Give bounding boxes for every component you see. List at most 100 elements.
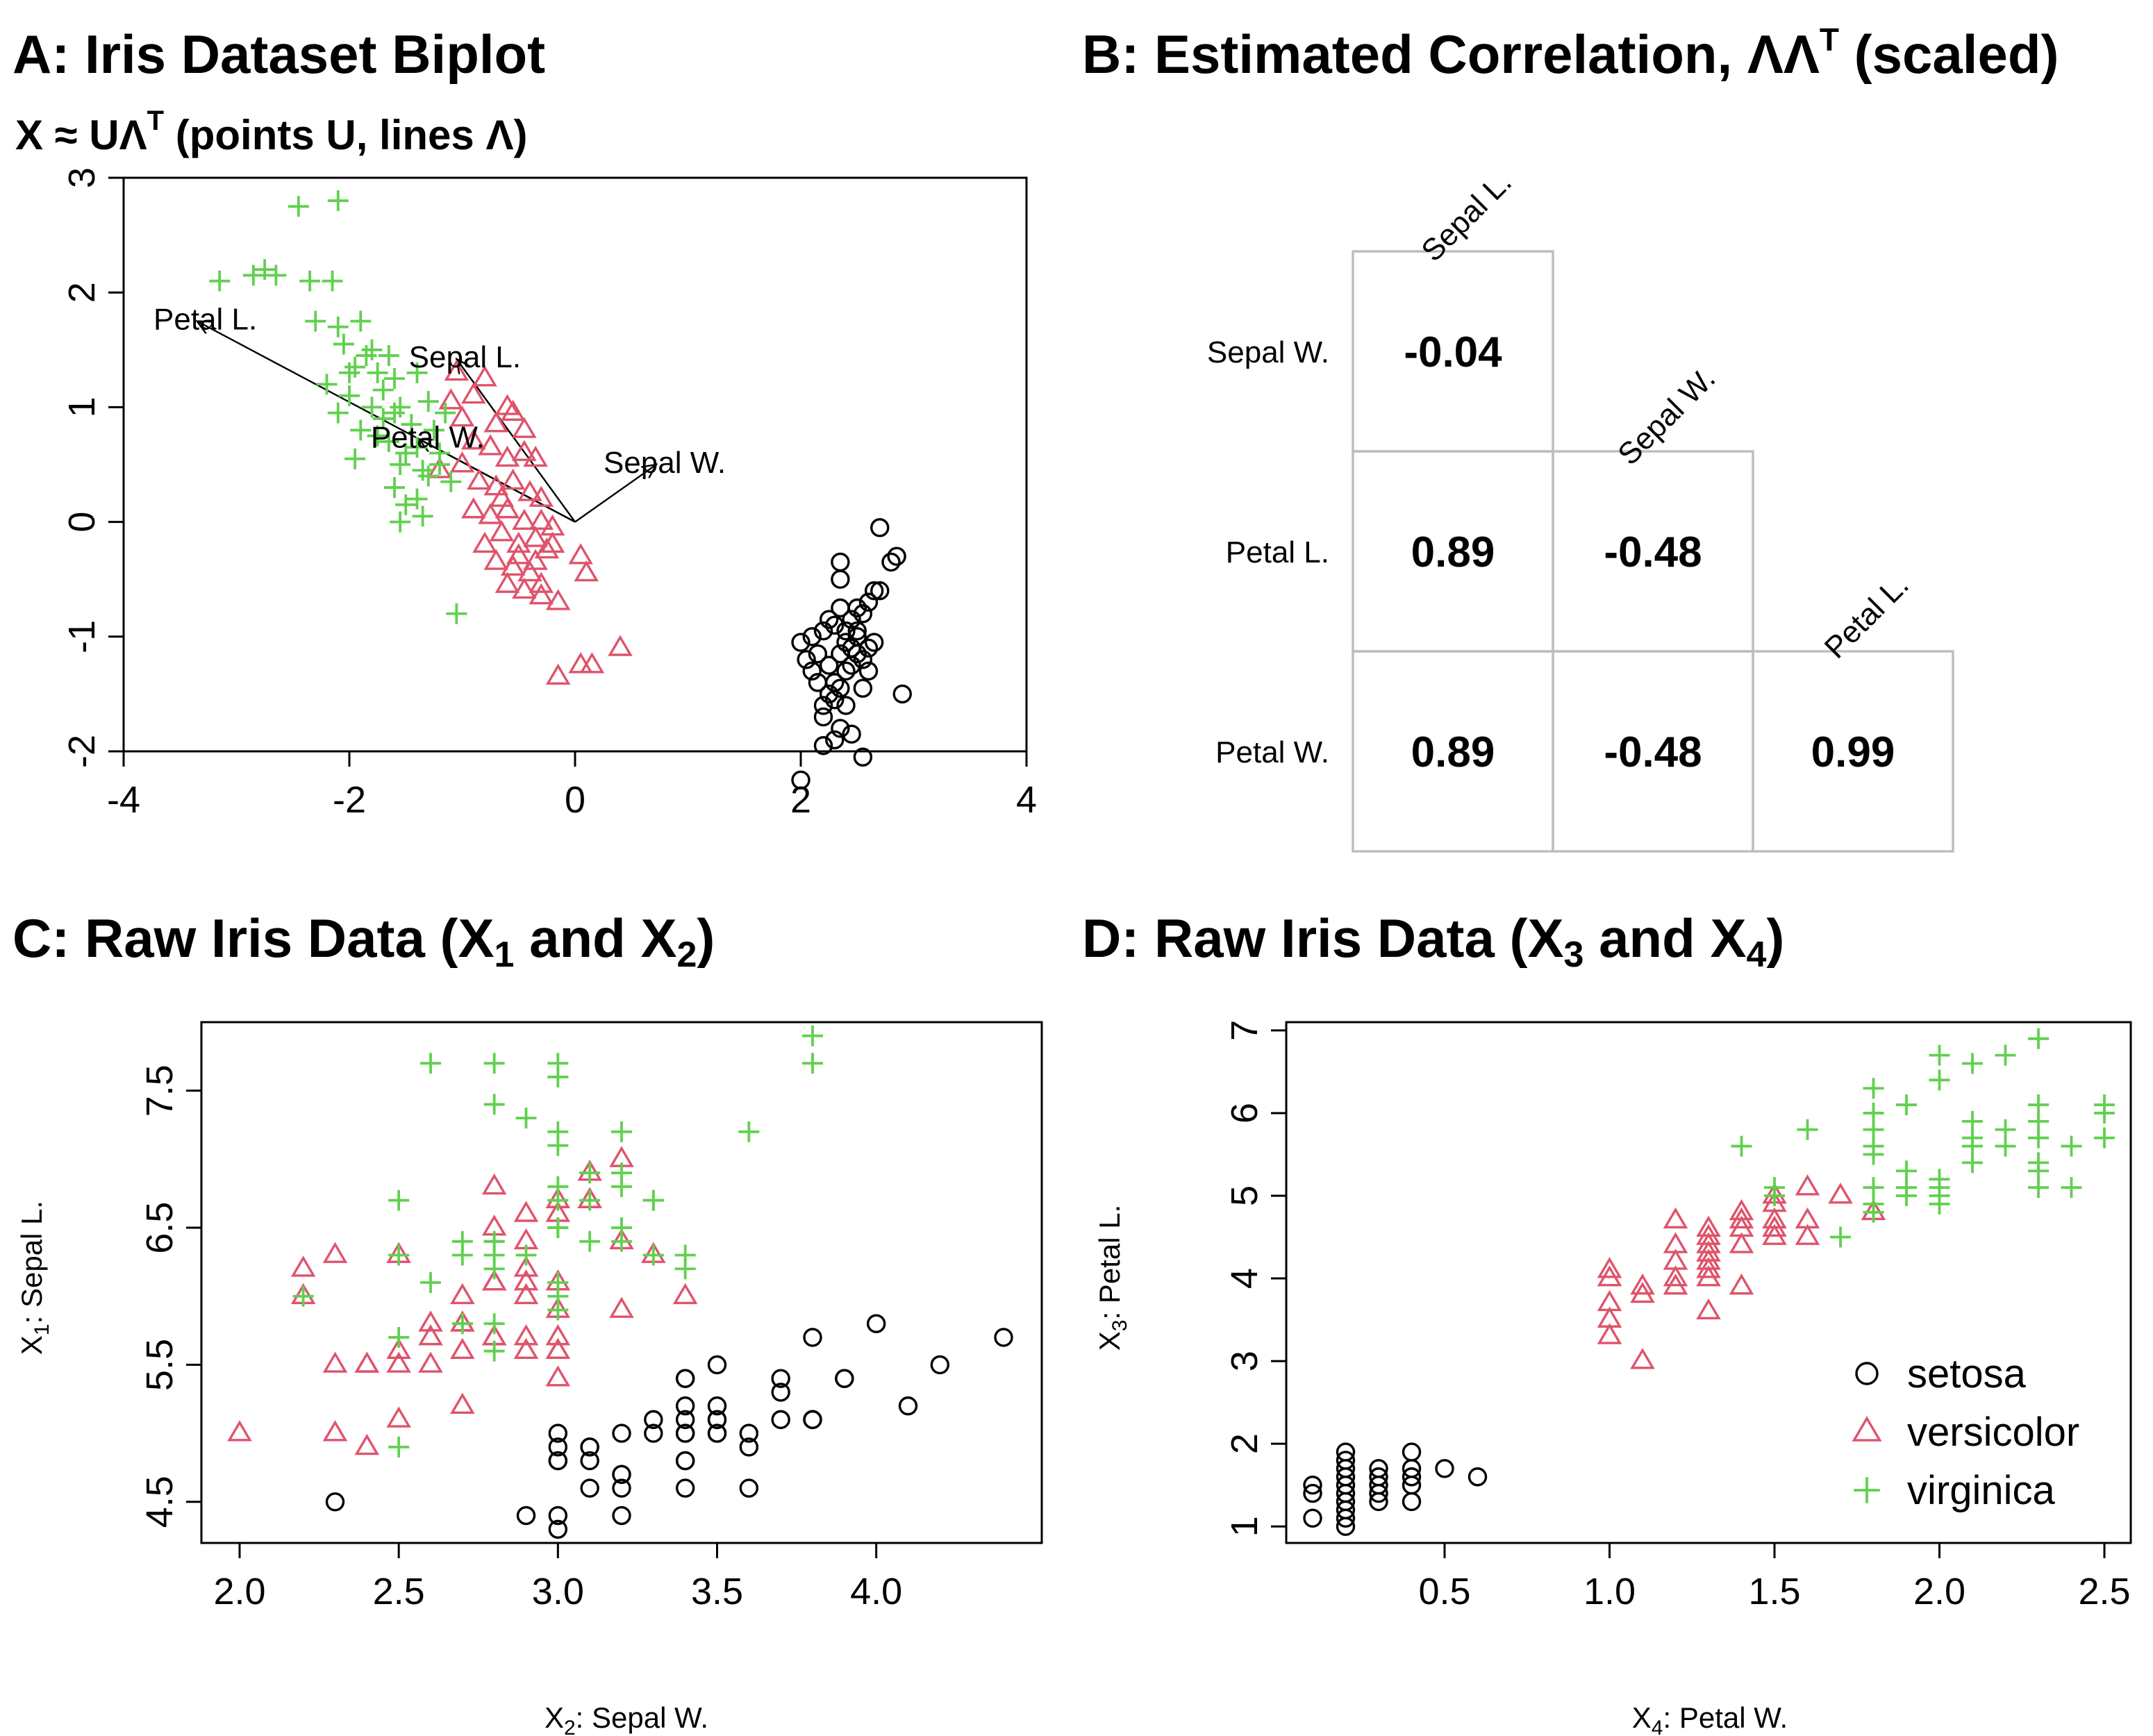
data-point bbox=[545, 1324, 571, 1346]
data-point bbox=[500, 554, 526, 576]
data-point bbox=[831, 678, 850, 698]
data-point bbox=[548, 1505, 568, 1526]
data-point bbox=[356, 345, 377, 367]
legend-label: virginica bbox=[1907, 1468, 2055, 1513]
data-point bbox=[1929, 1044, 1950, 1066]
data-point bbox=[1795, 1207, 1820, 1229]
panel-b-title: B: Estimated Correlation, ΛΛT (scaled) bbox=[1082, 22, 2059, 85]
data-point bbox=[836, 661, 856, 681]
data-point bbox=[1303, 1508, 1322, 1528]
data-point bbox=[316, 374, 338, 395]
data-point bbox=[1336, 1451, 1356, 1470]
data-point bbox=[512, 440, 537, 461]
data-point bbox=[327, 190, 349, 212]
data-point bbox=[333, 333, 354, 355]
data-point bbox=[1797, 1119, 1818, 1140]
data-point bbox=[412, 460, 433, 481]
data-point bbox=[642, 1244, 664, 1266]
panel-a-title: A: Iris Dataset Biplot bbox=[13, 24, 545, 85]
data-point bbox=[327, 402, 349, 424]
data-point bbox=[611, 1121, 632, 1142]
x-tick-label: 3.5 bbox=[691, 1571, 743, 1612]
data-point bbox=[483, 411, 509, 433]
data-point bbox=[580, 1478, 599, 1498]
data-point bbox=[831, 719, 850, 738]
panel-b-title-sup: T bbox=[1820, 22, 1839, 58]
panel-c-title: C: Raw Iris Data (X1 and X2) bbox=[13, 908, 715, 975]
data-point bbox=[1402, 1467, 1422, 1487]
data-point bbox=[608, 635, 633, 656]
data-point bbox=[1336, 1442, 1356, 1462]
data-point bbox=[1929, 1169, 1950, 1190]
correlation-value: 0.99 bbox=[1811, 728, 1895, 776]
y-tick-label: 0 bbox=[61, 512, 103, 533]
data-point bbox=[388, 1326, 410, 1348]
data-point bbox=[672, 1283, 698, 1305]
loading-arrowhead bbox=[455, 357, 471, 374]
data-point bbox=[406, 437, 428, 458]
data-point bbox=[1830, 1226, 1851, 1248]
data-point bbox=[390, 397, 411, 418]
data-point bbox=[460, 497, 486, 519]
data-point bbox=[675, 1478, 695, 1498]
panel-d-xlabel: X4: Petal W. bbox=[1632, 1701, 1788, 1736]
data-point bbox=[513, 1269, 539, 1291]
data-point bbox=[450, 1392, 475, 1414]
data-point bbox=[1630, 1273, 1655, 1295]
y-tick-label: 1 bbox=[1224, 1516, 1265, 1537]
data-point bbox=[384, 402, 405, 424]
data-point bbox=[580, 1451, 599, 1471]
correlation-value: 0.89 bbox=[1411, 528, 1495, 576]
data-point bbox=[390, 454, 411, 475]
data-point bbox=[494, 497, 520, 519]
data-point bbox=[529, 571, 554, 593]
data-point bbox=[354, 1433, 380, 1455]
data-point bbox=[847, 598, 867, 618]
data-point bbox=[813, 736, 833, 756]
data-point bbox=[545, 1365, 571, 1387]
data-point bbox=[451, 1313, 473, 1335]
data-point bbox=[579, 1162, 601, 1184]
panel-a-subtitle-sup: T bbox=[147, 106, 164, 136]
data-point bbox=[1729, 1199, 1754, 1221]
data-point bbox=[644, 1424, 663, 1443]
data-point bbox=[506, 531, 531, 553]
data-point bbox=[406, 362, 428, 383]
data-point bbox=[1663, 1232, 1688, 1253]
data-point bbox=[327, 316, 349, 337]
data-point bbox=[1303, 1475, 1322, 1495]
data-point bbox=[574, 560, 599, 582]
data-point bbox=[611, 1176, 632, 1197]
data-point bbox=[881, 552, 901, 572]
data-point bbox=[771, 1383, 790, 1402]
data-point bbox=[460, 428, 486, 450]
data-point bbox=[853, 650, 873, 669]
plot-frame bbox=[1285, 1021, 2132, 1544]
data-point bbox=[417, 465, 439, 487]
data-point bbox=[401, 414, 422, 435]
data-point bbox=[858, 638, 879, 658]
x-tick-label: 2.0 bbox=[213, 1571, 265, 1612]
data-point bbox=[707, 1355, 727, 1375]
data-point bbox=[548, 1437, 568, 1457]
data-point bbox=[579, 652, 605, 674]
data-point bbox=[547, 1299, 569, 1321]
data-point bbox=[322, 270, 343, 292]
legend-marker bbox=[1855, 1362, 1879, 1385]
loading-arrowhead bbox=[195, 320, 213, 334]
plot-frame bbox=[200, 1021, 1043, 1544]
data-point bbox=[802, 627, 822, 646]
data-point bbox=[512, 508, 537, 530]
data-point bbox=[1863, 1102, 1884, 1124]
data-point bbox=[1929, 1069, 1950, 1091]
panel-d-ylabel: X3: Petal L. bbox=[1093, 1205, 1131, 1351]
data-point bbox=[898, 1396, 918, 1416]
data-point bbox=[1468, 1467, 1488, 1487]
panel-d-plot: 0.5 1.0 1.5 2.0 2.5 1 2 3 4 5 6 7 bbox=[1224, 1020, 2132, 1612]
data-point bbox=[344, 448, 366, 469]
data-point bbox=[367, 362, 388, 383]
data-point bbox=[738, 1121, 760, 1142]
data-point bbox=[472, 531, 497, 553]
x-tick-label: 3.0 bbox=[532, 1571, 584, 1612]
data-point bbox=[513, 1201, 539, 1222]
